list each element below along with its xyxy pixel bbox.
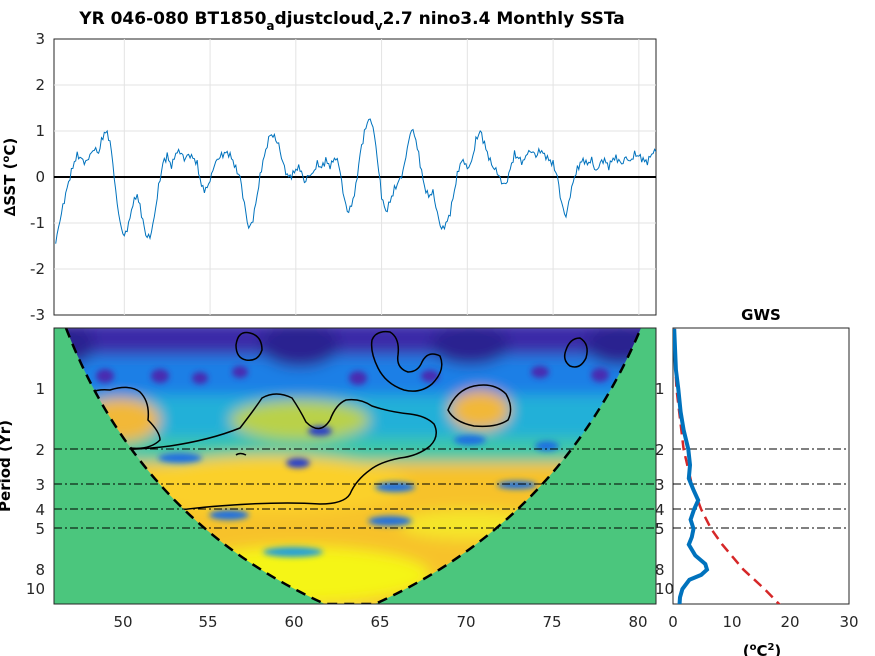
timeseries-ylabel: ∆SST (oC) <box>1 138 19 216</box>
x-tick-label: 0 <box>668 613 678 631</box>
y-tick-label: 1 <box>655 380 665 398</box>
gws-xticks: 0 10 20 30 <box>668 613 858 631</box>
x-tick-label: 50 <box>113 613 132 631</box>
y-tick-label: 5 <box>655 520 665 538</box>
wavelet-spectrum <box>54 328 656 604</box>
y-tick-label: 10 <box>26 580 45 598</box>
wavelet-xticks: 50 55 60 65 70 75 80 <box>113 613 647 631</box>
y-tick-label: 1 <box>35 380 45 398</box>
y-tick-label: -2 <box>30 260 45 278</box>
gws-title: GWS <box>741 306 781 324</box>
wavelet-ylabel: Period (Yr) <box>0 420 14 512</box>
y-tick-label: 3 <box>655 476 665 494</box>
x-tick-label: 20 <box>780 613 799 631</box>
y-tick-label: 10 <box>655 580 674 598</box>
timeseries-yticks: 3 2 1 0 -1 -2 -3 <box>30 30 45 324</box>
x-tick-label: 75 <box>542 613 561 631</box>
y-tick-label: 2 <box>35 76 45 94</box>
gws-significance-curve <box>673 328 781 604</box>
y-tick-label: 1 <box>35 122 45 140</box>
y-tick-label: 5 <box>35 520 45 538</box>
y-tick-label: 4 <box>35 501 45 519</box>
y-tick-label: -3 <box>30 306 45 324</box>
y-tick-label: 8 <box>35 561 45 579</box>
gws-power-curve <box>673 328 710 604</box>
wavelet-yticks: 1 2 3 4 5 8 10 <box>26 380 45 598</box>
x-tick-label: 80 <box>628 613 647 631</box>
x-tick-label: 65 <box>370 613 389 631</box>
y-tick-label: 0 <box>35 168 45 186</box>
y-tick-label: 3 <box>35 30 45 48</box>
y-tick-label: 2 <box>35 441 45 459</box>
sst-anomaly-series <box>55 118 656 244</box>
y-tick-label: -1 <box>30 214 45 232</box>
chart-title: YR 046-080 BT1850adjustcloudv2.7 nino3.4… <box>78 9 624 33</box>
y-tick-label: 4 <box>655 501 665 519</box>
x-tick-label: 70 <box>456 613 475 631</box>
cone-of-influence-left <box>54 328 325 604</box>
y-tick-label: 8 <box>655 561 665 579</box>
x-tick-label: 10 <box>722 613 741 631</box>
x-tick-label: 60 <box>284 613 303 631</box>
x-tick-label: 55 <box>198 613 217 631</box>
gws-yticks: 1 2 3 4 5 8 10 <box>655 380 674 598</box>
gws-axes <box>672 327 850 605</box>
wavelet-axes <box>53 327 657 605</box>
cone-of-influence-right <box>375 328 656 604</box>
y-tick-label: 2 <box>655 441 665 459</box>
gws-xlabel: (oC2) <box>743 642 782 656</box>
y-tick-label: 3 <box>35 476 45 494</box>
x-tick-label: 30 <box>839 613 858 631</box>
timeseries-grid <box>54 39 656 315</box>
